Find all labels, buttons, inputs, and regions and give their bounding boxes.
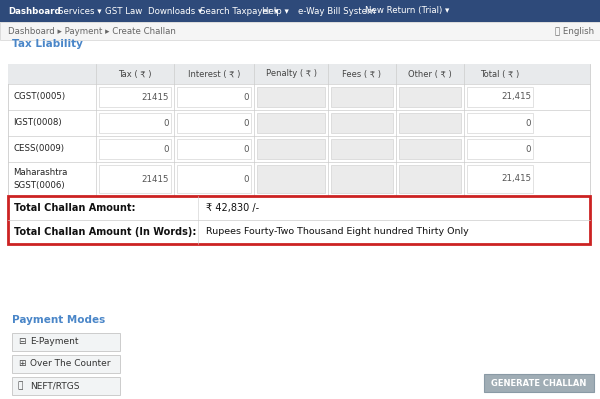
Text: IGST(0008): IGST(0008) [13, 119, 62, 128]
FancyBboxPatch shape [177, 87, 251, 107]
Text: Downloads ▾: Downloads ▾ [148, 6, 202, 16]
Text: 21415: 21415 [142, 93, 169, 101]
Text: ⦾ English: ⦾ English [555, 26, 594, 36]
FancyBboxPatch shape [257, 165, 325, 193]
Text: Interest ( ₹ ): Interest ( ₹ ) [188, 69, 240, 79]
Text: Fees ( ₹ ): Fees ( ₹ ) [343, 69, 382, 79]
Text: New Return (Trial) ▾: New Return (Trial) ▾ [365, 6, 449, 16]
FancyBboxPatch shape [399, 139, 461, 159]
FancyBboxPatch shape [99, 165, 171, 193]
Text: ₹ 42,830 /-: ₹ 42,830 /- [206, 203, 259, 213]
FancyBboxPatch shape [177, 165, 251, 193]
Text: Services ▾: Services ▾ [58, 6, 101, 16]
FancyBboxPatch shape [12, 377, 120, 395]
Text: Help ▾: Help ▾ [262, 6, 289, 16]
FancyBboxPatch shape [257, 113, 325, 133]
FancyBboxPatch shape [8, 64, 590, 84]
FancyBboxPatch shape [257, 139, 325, 159]
FancyBboxPatch shape [0, 22, 600, 40]
Text: 0: 0 [163, 144, 169, 154]
Text: Penalty ( ₹ ): Penalty ( ₹ ) [265, 69, 317, 79]
Text: Total Challan Amount (In Words):: Total Challan Amount (In Words): [14, 227, 196, 237]
Text: Total ( ₹ ): Total ( ₹ ) [481, 69, 520, 79]
Text: 0: 0 [244, 119, 249, 128]
Text: E-Payment: E-Payment [30, 338, 79, 346]
FancyBboxPatch shape [399, 113, 461, 133]
FancyBboxPatch shape [0, 0, 600, 22]
FancyBboxPatch shape [177, 113, 251, 133]
FancyBboxPatch shape [12, 333, 120, 351]
Text: SGST(0006): SGST(0006) [13, 181, 65, 190]
Text: GST Law: GST Law [105, 6, 142, 16]
FancyBboxPatch shape [12, 355, 120, 373]
Text: 0: 0 [244, 144, 249, 154]
FancyBboxPatch shape [467, 139, 533, 159]
FancyBboxPatch shape [99, 113, 171, 133]
Text: Total Challan Amount:: Total Challan Amount: [14, 203, 136, 213]
Text: 0: 0 [163, 119, 169, 128]
FancyBboxPatch shape [99, 139, 171, 159]
FancyBboxPatch shape [467, 87, 533, 107]
Text: Dashboard ▸ Payment ▸ Create Challan: Dashboard ▸ Payment ▸ Create Challan [8, 26, 176, 36]
Text: ⦾: ⦾ [18, 381, 23, 391]
Text: NEFT/RTGS: NEFT/RTGS [30, 381, 79, 391]
FancyBboxPatch shape [484, 374, 594, 392]
FancyBboxPatch shape [331, 165, 393, 193]
Text: 0: 0 [244, 174, 249, 184]
FancyBboxPatch shape [467, 113, 533, 133]
Text: Other ( ₹ ): Other ( ₹ ) [408, 69, 452, 79]
Text: GENERATE CHALLAN: GENERATE CHALLAN [491, 379, 587, 387]
Text: 0: 0 [244, 93, 249, 101]
Text: Maharashtra: Maharashtra [13, 168, 67, 178]
Text: 21415: 21415 [142, 174, 169, 184]
FancyBboxPatch shape [467, 165, 533, 193]
FancyBboxPatch shape [399, 165, 461, 193]
Text: Over The Counter: Over The Counter [30, 359, 110, 369]
FancyBboxPatch shape [0, 40, 600, 399]
FancyBboxPatch shape [177, 139, 251, 159]
Text: Dashboard: Dashboard [8, 6, 61, 16]
Text: Payment Modes: Payment Modes [12, 315, 105, 325]
Text: 21,415: 21,415 [501, 174, 531, 184]
Text: 0: 0 [526, 144, 531, 154]
Text: e-Way Bill System: e-Way Bill System [298, 6, 376, 16]
Text: Tax Liability: Tax Liability [12, 39, 83, 49]
Text: ⊟: ⊟ [18, 338, 25, 346]
FancyBboxPatch shape [331, 139, 393, 159]
Text: Search Taxpayer ▾: Search Taxpayer ▾ [200, 6, 278, 16]
FancyBboxPatch shape [257, 87, 325, 107]
FancyBboxPatch shape [331, 113, 393, 133]
Text: ⊞: ⊞ [18, 359, 25, 369]
FancyBboxPatch shape [8, 64, 590, 196]
Text: 0: 0 [526, 119, 531, 128]
FancyBboxPatch shape [8, 196, 590, 244]
FancyBboxPatch shape [99, 87, 171, 107]
Text: Tax ( ₹ ): Tax ( ₹ ) [118, 69, 152, 79]
Text: 21,415: 21,415 [501, 93, 531, 101]
FancyBboxPatch shape [331, 87, 393, 107]
Text: Rupees Fourty-Two Thousand Eight hundred Thirty Only: Rupees Fourty-Two Thousand Eight hundred… [206, 227, 469, 237]
Text: CGST(0005): CGST(0005) [13, 93, 65, 101]
Text: CESS(0009): CESS(0009) [13, 144, 64, 154]
FancyBboxPatch shape [399, 87, 461, 107]
